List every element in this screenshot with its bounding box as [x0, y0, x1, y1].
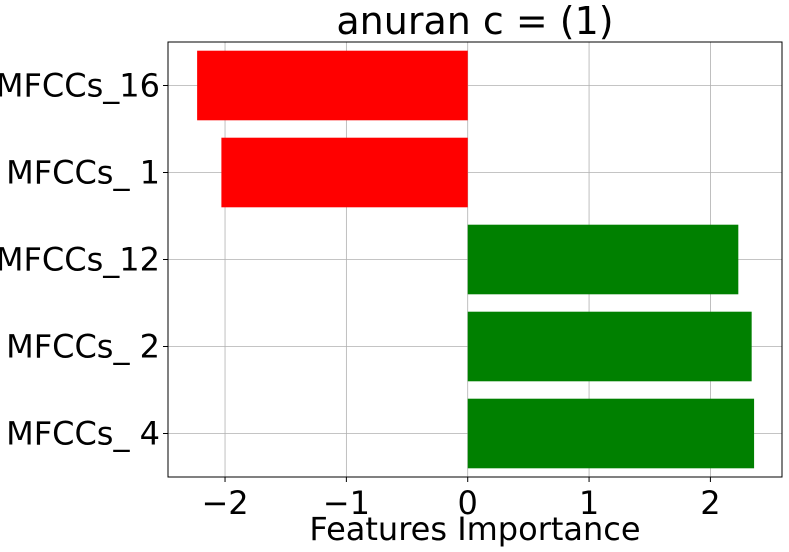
x-axis-label: Features Importance [309, 510, 640, 548]
bar [467, 398, 755, 469]
bar [197, 50, 468, 121]
x-tick-label: 2 [700, 484, 720, 522]
x-tick-label: 1 [579, 484, 599, 522]
ticks: −2 −1 0 1 2 MFCCs_16 MFCCs_ 1 MFCCs_12 MFCCs_ 2 M… [0, 67, 721, 523]
bar [467, 311, 752, 382]
x-tick-label: −2 [201, 484, 248, 522]
y-tick-label: MFCCs_ 2 [6, 328, 160, 366]
x-tick-label: −1 [323, 484, 370, 522]
y-tick-label: MFCCs_12 [0, 241, 160, 279]
y-tick-label: MFCCs_16 [0, 67, 160, 105]
y-tick-label: MFCCs_ 1 [6, 154, 160, 192]
bar [467, 224, 739, 295]
chart-title: anuran c = (1) [336, 0, 613, 43]
bar [221, 137, 468, 208]
x-tick-label: 0 [458, 484, 478, 522]
bars [197, 50, 755, 469]
y-tick-label: MFCCs_ 4 [6, 415, 160, 453]
